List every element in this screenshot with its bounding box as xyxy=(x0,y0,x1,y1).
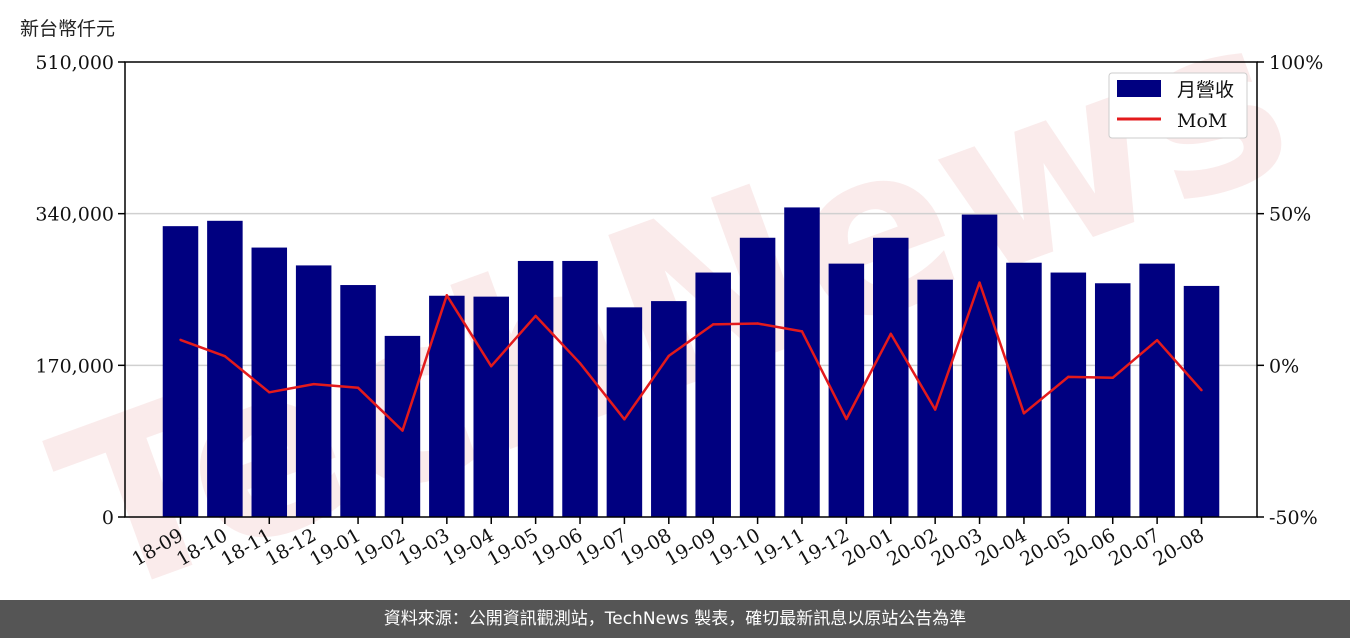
left-tick-label: 340,000 xyxy=(35,204,114,226)
plot-frame xyxy=(124,61,1258,518)
right-tick-label: -50% xyxy=(1269,507,1318,529)
left-tick-label: 0 xyxy=(102,507,114,529)
bar-series xyxy=(162,207,1220,518)
legend-label-mom: MoM xyxy=(1177,110,1227,132)
bar xyxy=(1006,262,1042,517)
mom-point xyxy=(1111,376,1114,379)
right-tick-label: 0% xyxy=(1269,355,1299,377)
bar xyxy=(473,296,509,517)
mom-point xyxy=(978,281,981,284)
mom-point xyxy=(1022,412,1026,415)
mom-point xyxy=(179,338,182,342)
bar xyxy=(651,301,687,517)
bar xyxy=(384,335,421,517)
mom-point xyxy=(933,408,937,411)
mom-point xyxy=(800,330,804,333)
mom-point xyxy=(889,332,892,335)
mom-point xyxy=(623,418,626,421)
bar xyxy=(562,260,598,517)
legend-bar-swatch xyxy=(1117,80,1161,97)
mom-point xyxy=(578,362,582,365)
bar xyxy=(1139,263,1175,517)
bar xyxy=(429,295,465,517)
mom-point xyxy=(1155,338,1159,342)
right-tick-label: 50% xyxy=(1269,204,1311,226)
right-y-axis: -50% 0% 50% 100% xyxy=(1257,52,1323,529)
unit-label: 新台幣仟元 xyxy=(20,18,116,40)
bar xyxy=(517,260,554,517)
mom-point xyxy=(756,322,759,325)
bar xyxy=(606,307,643,517)
x-tick-label: 20-08 xyxy=(1150,524,1208,570)
mom-point xyxy=(845,417,848,421)
mom-point xyxy=(711,323,715,326)
mom-point xyxy=(401,429,404,432)
bar xyxy=(873,237,909,518)
mom-point xyxy=(667,354,671,358)
bar xyxy=(162,226,199,517)
mom-point xyxy=(534,314,537,318)
legend-label-revenue: 月營收 xyxy=(1177,79,1234,101)
mom-point xyxy=(1200,389,1203,392)
left-tick-label: 510,000 xyxy=(35,52,114,74)
right-tick-label: 100% xyxy=(1269,52,1323,74)
left-y-axis: 0 170,000 340,000 510,000 xyxy=(35,52,125,529)
mom-point xyxy=(268,391,271,394)
bar xyxy=(295,265,332,517)
mom-line-series xyxy=(179,281,1203,432)
bar xyxy=(917,279,953,517)
legend: 月營收 MoM xyxy=(1108,72,1248,139)
bar xyxy=(340,285,376,517)
bar xyxy=(739,237,776,518)
mom-point xyxy=(356,386,360,389)
mom-point xyxy=(1067,375,1070,379)
bar xyxy=(1183,285,1220,517)
bar xyxy=(1050,272,1087,517)
bar xyxy=(784,207,820,517)
bar xyxy=(695,272,731,517)
source-footer: 資料來源：公開資訊觀測站，TechNews 製表，確切最新訊息以原站公告為準 xyxy=(0,600,1350,638)
mom-point xyxy=(490,365,493,368)
mom-line xyxy=(180,281,1203,432)
mom-point xyxy=(312,382,315,386)
bar xyxy=(828,263,865,517)
bar xyxy=(207,220,243,517)
bar xyxy=(1094,283,1131,517)
mom-point xyxy=(223,355,227,358)
left-tick-label: 170,000 xyxy=(35,355,114,377)
mom-point xyxy=(445,294,449,297)
source-text: 資料來源：公開資訊觀測站，TechNews 製表，確切最新訊息以原站公告為準 xyxy=(383,609,967,629)
bar xyxy=(961,214,998,517)
